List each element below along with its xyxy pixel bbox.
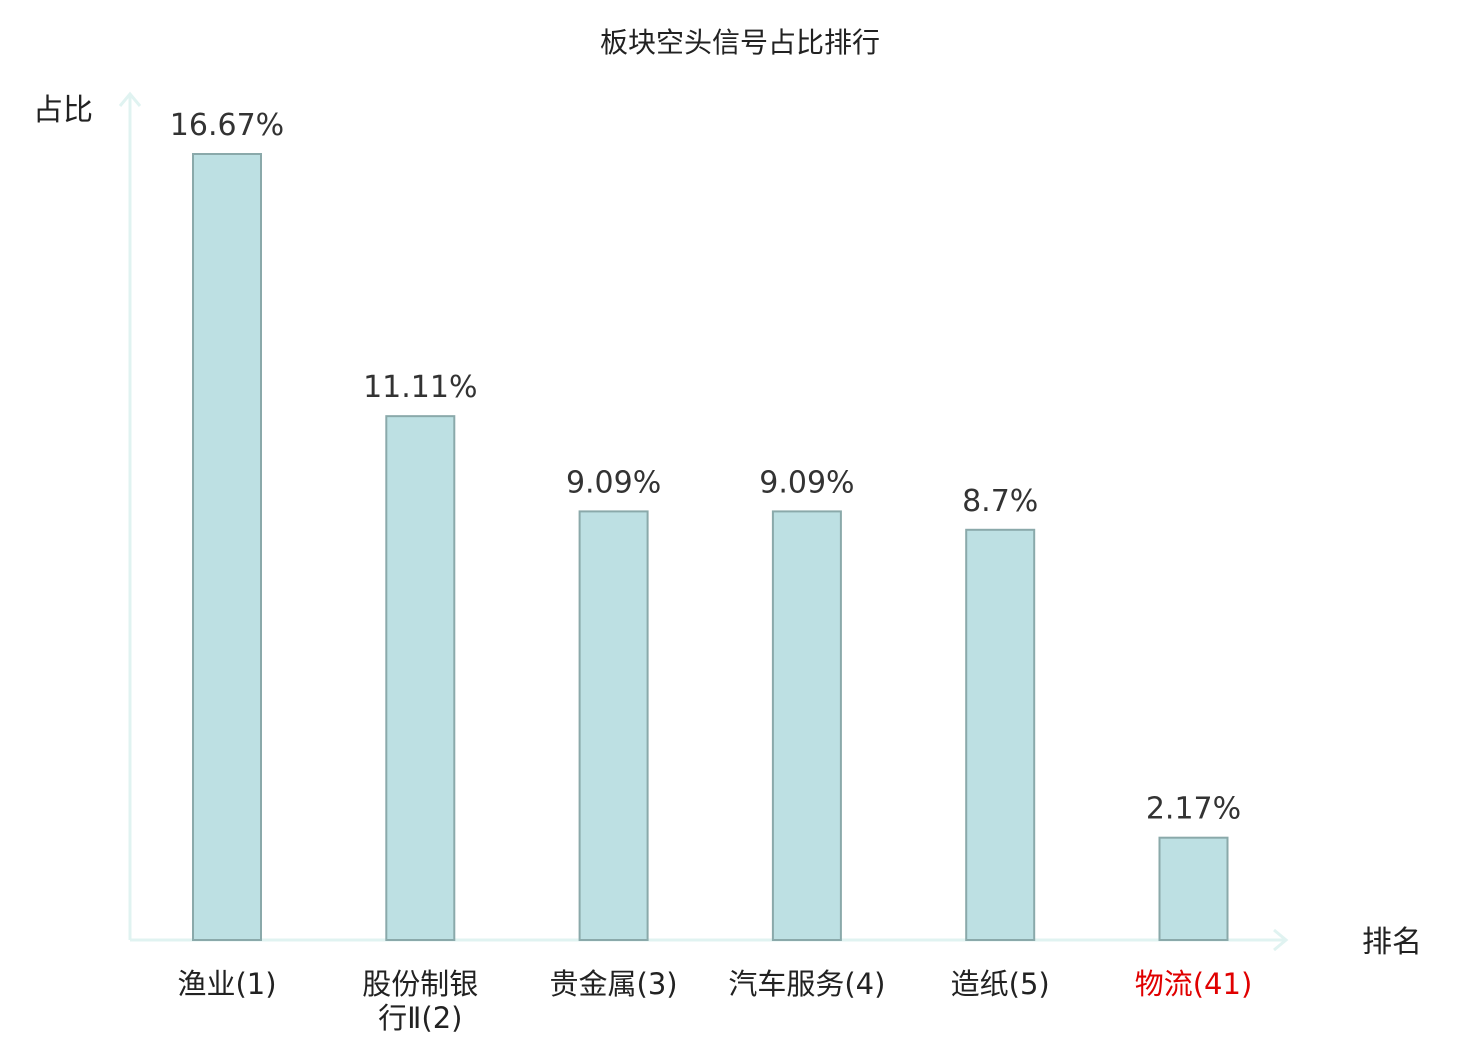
axes bbox=[118, 91, 1289, 952]
data-label: 2.17% bbox=[1146, 792, 1241, 827]
y-axis-label: 占比 bbox=[33, 93, 93, 128]
data-label: 9.09% bbox=[566, 465, 661, 500]
bar bbox=[771, 510, 842, 941]
x-tick-label: 汽车服务(4) bbox=[728, 967, 885, 1001]
y-axis-arrow bbox=[118, 91, 142, 107]
bar bbox=[578, 510, 649, 941]
data-label: 8.7% bbox=[962, 484, 1038, 519]
bar bbox=[192, 153, 262, 941]
x-tick-label: 行Ⅱ(2) bbox=[378, 1001, 462, 1035]
x-tick-label: 物流(41) bbox=[1135, 967, 1253, 1001]
x-tick-label: 股份制银 bbox=[362, 967, 478, 1001]
bar bbox=[1158, 836, 1229, 942]
data-label: 9.09% bbox=[759, 465, 854, 500]
bars-group bbox=[192, 153, 1229, 942]
data-label: 16.67% bbox=[170, 108, 284, 143]
bar bbox=[385, 415, 456, 941]
x-tick-label: 造纸(5) bbox=[951, 967, 1050, 1001]
x-tick-label: 贵金属(3) bbox=[550, 967, 678, 1001]
x-tick-label: 渔业(1) bbox=[177, 967, 276, 1001]
value-labels-group: 16.67% 11.11% 9.09% 9.09% 8.7% 2.17% bbox=[170, 108, 1241, 827]
x-axis-arrow bbox=[1273, 928, 1289, 952]
data-label: 11.11% bbox=[363, 370, 477, 405]
bar bbox=[965, 528, 1036, 941]
x-axis-label: 排名 bbox=[1362, 925, 1422, 960]
chart-title: 板块空头信号占比排行 bbox=[600, 26, 880, 59]
